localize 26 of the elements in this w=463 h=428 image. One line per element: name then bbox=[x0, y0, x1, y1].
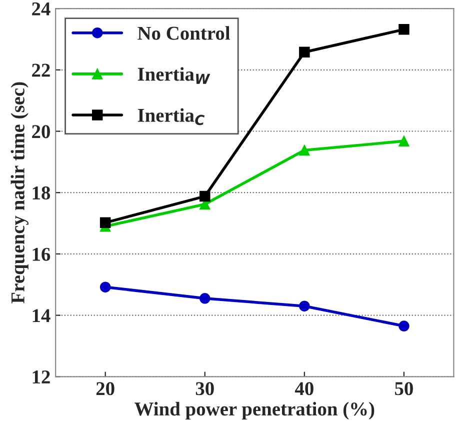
y-tick-label: 18 bbox=[32, 186, 50, 200]
y-tick-label: 16 bbox=[32, 248, 50, 261]
point bbox=[100, 282, 111, 292]
point bbox=[299, 300, 310, 312]
point bbox=[100, 217, 111, 228]
y-tick-label: 24 bbox=[32, 2, 50, 16]
y-axis-title: Frequency nadir time (sec) bbox=[10, 82, 28, 304]
point bbox=[299, 144, 310, 156]
x-tick-label: 30 bbox=[196, 382, 214, 396]
y-tick-label: 12 bbox=[32, 370, 50, 384]
legend-label: No Control bbox=[138, 26, 230, 40]
y-tick-label: 14 bbox=[32, 309, 50, 322]
x-tick-label: 50 bbox=[395, 382, 413, 396]
point bbox=[398, 24, 410, 35]
legend-label: Inertia$_{W}$ bbox=[138, 67, 210, 84]
x-axis-title: Wind power penetration (%) bbox=[134, 402, 374, 420]
x-tick-label: 40 bbox=[294, 382, 314, 396]
point bbox=[299, 46, 310, 58]
legend-label: Inertia$_{C}$ bbox=[138, 108, 205, 126]
point bbox=[199, 190, 210, 202]
point bbox=[398, 136, 410, 146]
point bbox=[398, 320, 410, 332]
point bbox=[199, 293, 210, 304]
x-tick-label: 20 bbox=[96, 382, 114, 396]
y-tick-label: 22 bbox=[32, 64, 50, 77]
y-tick-label: 20 bbox=[32, 125, 50, 138]
